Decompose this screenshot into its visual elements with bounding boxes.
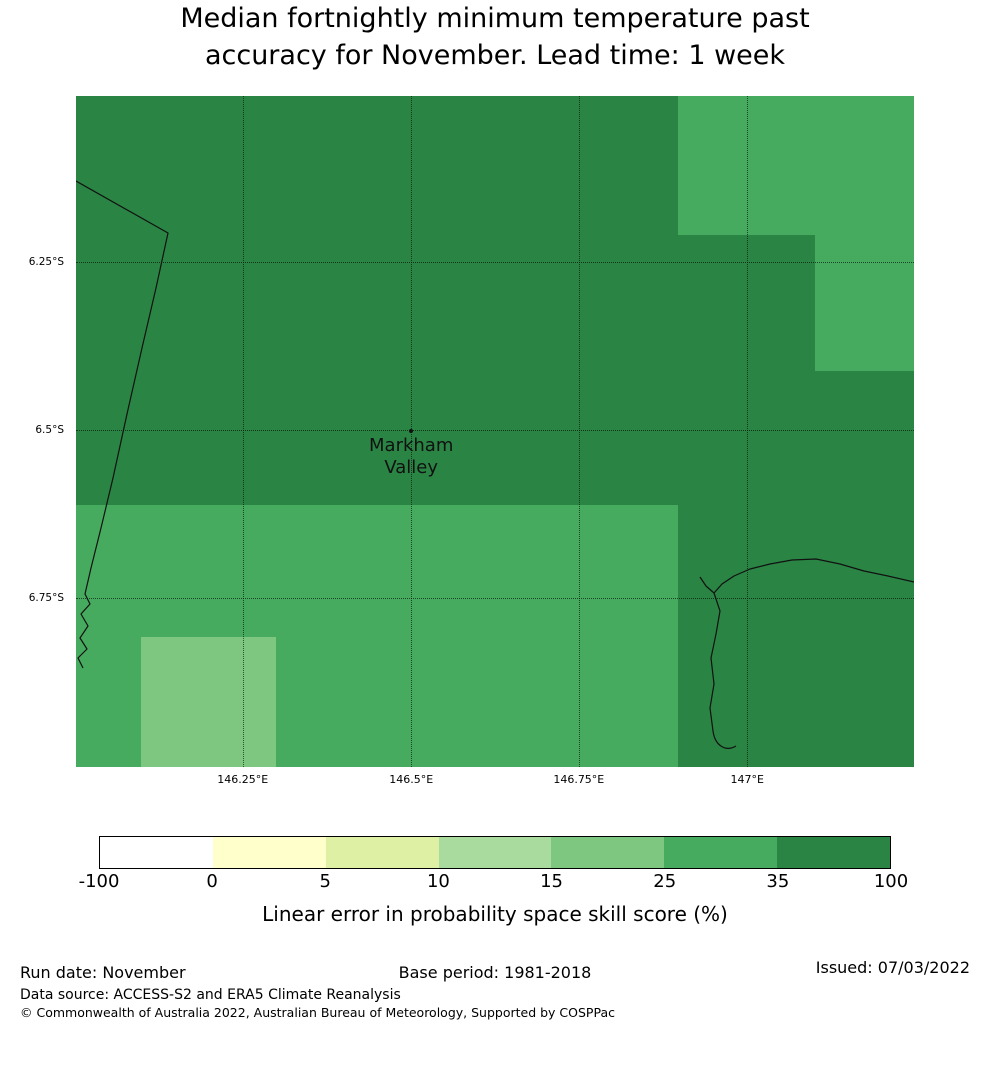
colorbar-tick-label: 35 [766,871,790,892]
colorbar-tick-label: 15 [540,871,564,892]
colorbar-tick-label: -100 [78,871,120,892]
lat-axis-labels: 6.25°S 6.5°S 6.75°S [0,96,66,767]
gridline-vertical [747,96,749,767]
lat-tick-label: 6.75°S [28,591,64,604]
colorbar-tick-label: 10 [426,871,450,892]
lon-tick-label: 147°E [730,773,764,786]
colorbar-label: Linear error in probability space skill … [262,902,728,926]
gridline-vertical [578,96,580,767]
base-period-text: Base period: 1981-2018 [398,963,592,982]
markham-valley-label: Markham Valley [369,435,453,479]
markham-valley-marker [409,428,414,433]
colorbar [99,836,891,869]
colorbar-tick-label: 0 [206,871,218,892]
colorbar-segment [100,837,213,868]
gridline-vertical [242,96,244,767]
chart-title-line1: Median fortnightly minimum temperature p… [180,3,810,34]
colorbar-ticks: -100 0 5 10 15 25 35 100 [79,871,909,895]
lat-tick-label: 6.5°S [35,424,64,437]
colorbar-segment [664,837,778,868]
lon-axis-labels: 146.25°E 146.5°E 146.75°E 147°E [76,769,914,787]
colorbar-segment [777,837,891,868]
lon-tick-label: 146.25°E [217,773,269,786]
gridline-horizontal [76,597,914,599]
chart-title: Median fortnightly minimum temperature p… [0,0,990,74]
markham-valley-label-line2: Valley [384,456,439,478]
colorbar-segment [438,837,552,868]
colorbar-segment [212,837,326,868]
lon-tick-label: 146.75°E [553,773,605,786]
map-region [815,234,914,372]
issued-date-text: Issued: 07/03/2022 [815,958,970,977]
map-plot: Markham Valley [76,96,914,767]
colorbar-segment [551,837,665,868]
colorbar-tick-label: 5 [319,871,332,892]
colorbar-tick-label: 25 [653,871,677,892]
colorbar-tick-label: 100 [873,871,909,892]
markham-valley-label-line1: Markham [369,434,454,456]
map-regions [76,96,914,767]
coastline [76,180,914,749]
lat-tick-label: 6.25°S [28,256,64,269]
map-region [677,96,914,235]
run-date-text: Run date: November [20,963,186,982]
copyright-text: © Commonwealth of Australia 2022, Austra… [20,1005,615,1020]
data-source-text: Data source: ACCESS-S2 and ERA5 Climate … [20,987,401,1003]
lon-tick-label: 146.5°E [389,773,434,786]
gridline-horizontal [76,430,914,432]
colorbar-segment [325,837,439,868]
chart-title-line2: accuracy for November. Lead time: 1 week [204,40,786,71]
gridline-horizontal [76,262,914,264]
map-region [141,636,277,767]
